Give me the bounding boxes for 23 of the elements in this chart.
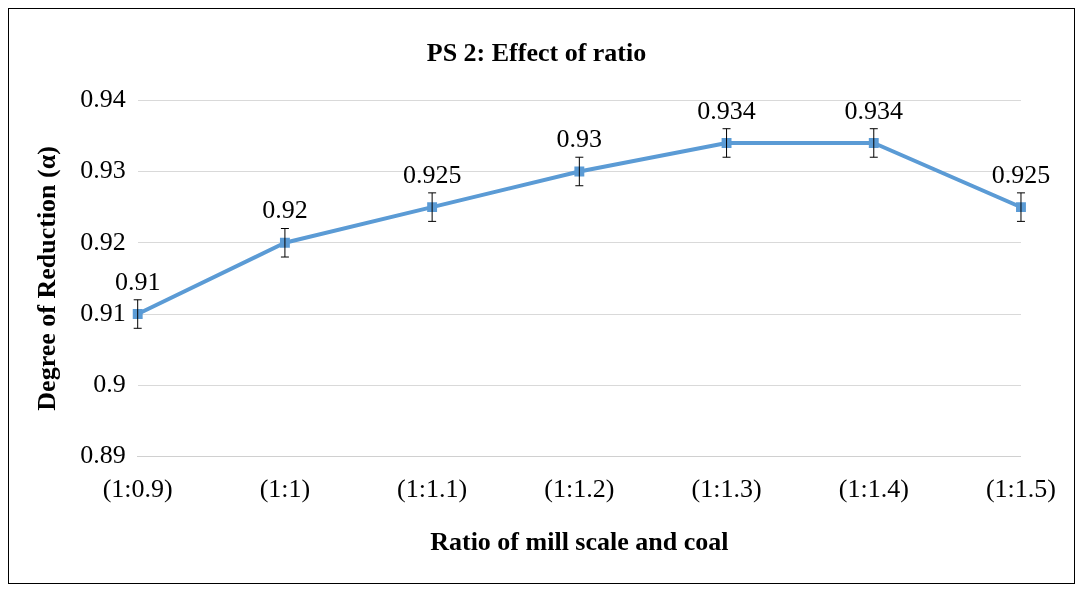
x-axis-title: Ratio of mill scale and coal	[430, 527, 729, 557]
y-tick-label: 0.89	[80, 440, 126, 470]
y-tick-label: 0.91	[80, 297, 126, 327]
y-axis-title: Degree of Reduction (α)	[32, 146, 62, 411]
x-tick-label: (1:1)	[259, 474, 311, 504]
data-label: 0.92	[262, 195, 308, 225]
x-tick-label: (1:1.3)	[691, 474, 762, 504]
y-tick-label: 0.9	[93, 369, 126, 399]
y-tick-label: 0.92	[80, 226, 126, 256]
y-tick-label: 0.94	[80, 84, 126, 114]
chart-title: PS 2: Effect of ratio	[426, 38, 647, 68]
x-tick-label: (1:0.9)	[102, 474, 173, 504]
data-label: 0.925	[991, 159, 1051, 189]
data-label: 0.925	[402, 159, 462, 189]
x-tick-label: (1:1.2)	[544, 474, 615, 504]
x-tick-label: (1:1.4)	[838, 474, 909, 504]
x-tick-label: (1:1.1)	[397, 474, 468, 504]
data-label: 0.934	[844, 95, 904, 125]
data-label: 0.934	[697, 95, 756, 125]
x-tick-label: (1:1.5)	[985, 474, 1056, 504]
data-label: 0.91	[114, 266, 161, 296]
data-label: 0.93	[556, 124, 603, 154]
y-tick-label: 0.93	[80, 155, 126, 185]
